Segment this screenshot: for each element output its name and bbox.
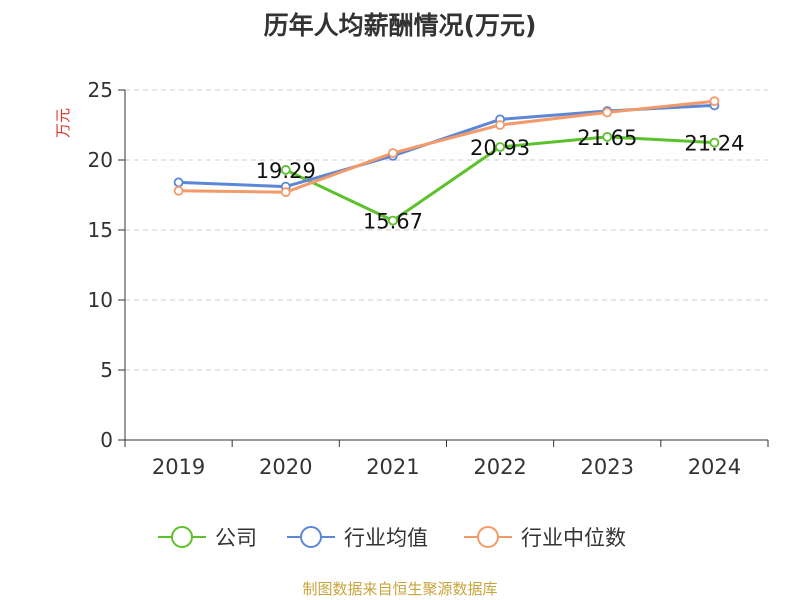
legend-marker	[300, 526, 322, 548]
data-label: 20.93	[470, 136, 530, 160]
data-labels: 19.29 15.67 20.93 21.65 21.24	[256, 126, 745, 234]
y-tick-label: 5	[100, 358, 113, 382]
data-point	[495, 142, 505, 152]
legend-item: 行业中位数	[464, 526, 626, 550]
data-point	[173, 177, 184, 188]
data-label: 21.65	[577, 126, 637, 150]
data-label: 15.67	[363, 210, 423, 234]
data-point	[709, 137, 720, 148]
x-tick-label: 2021	[366, 455, 419, 479]
legend-item: 行业均值	[287, 526, 428, 550]
data-label: 19.29	[256, 159, 316, 183]
data-point	[388, 148, 398, 158]
legend-label: 行业均值	[344, 526, 428, 550]
legend-marker	[477, 526, 499, 548]
grid-lines	[125, 89, 768, 371]
y-axis-title: 万元	[54, 108, 72, 138]
x-tick-label: 2022	[473, 455, 526, 479]
y-tick-label: 25	[88, 78, 113, 102]
y-tick-label: 10	[88, 288, 113, 312]
x-tick-label: 2024	[688, 455, 741, 479]
x-tick-label: 2020	[259, 455, 312, 479]
series-lines	[173, 96, 720, 226]
y-tick-label: 15	[88, 218, 113, 242]
source-note: 制图数据来自恒生聚源数据库	[302, 580, 498, 598]
x-tick-label: 2023	[581, 455, 634, 479]
legend-item: 公司	[158, 526, 257, 550]
data-point	[280, 187, 291, 198]
data-point	[602, 131, 613, 142]
chart-title: 历年人均薪酬情况(万元)	[263, 11, 537, 40]
data-point	[388, 215, 398, 226]
data-point	[173, 185, 184, 196]
axes: 0 5 10 15 20 25 2019 2020 2021 2022 2023 2024 万元	[54, 78, 769, 479]
data-point	[709, 96, 720, 107]
data-point	[280, 165, 291, 175]
data-point	[602, 107, 613, 118]
y-tick-label: 20	[88, 148, 113, 172]
legend: 公司 行业均值 行业中位数	[158, 526, 626, 550]
legend-label: 公司	[215, 526, 257, 550]
y-tick-label: 0	[100, 428, 113, 452]
legend-label: 行业中位数	[521, 526, 626, 550]
series-line	[178, 99, 715, 194]
data-point	[495, 120, 505, 130]
data-label: 21.24	[684, 132, 744, 156]
x-tick-label: 2019	[152, 455, 205, 479]
legend-marker	[171, 526, 193, 548]
